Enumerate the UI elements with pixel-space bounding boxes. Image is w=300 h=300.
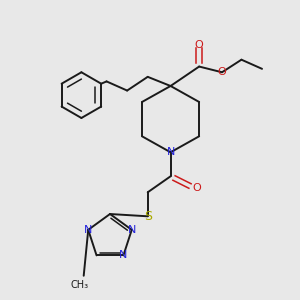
Text: N: N	[119, 250, 128, 260]
Text: O: O	[195, 40, 203, 50]
Text: O: O	[218, 67, 226, 77]
Text: N: N	[167, 147, 175, 157]
Text: S: S	[144, 210, 152, 223]
Text: O: O	[193, 183, 201, 193]
Text: N: N	[128, 225, 136, 235]
Text: N: N	[84, 225, 92, 235]
Text: CH₃: CH₃	[70, 280, 88, 290]
